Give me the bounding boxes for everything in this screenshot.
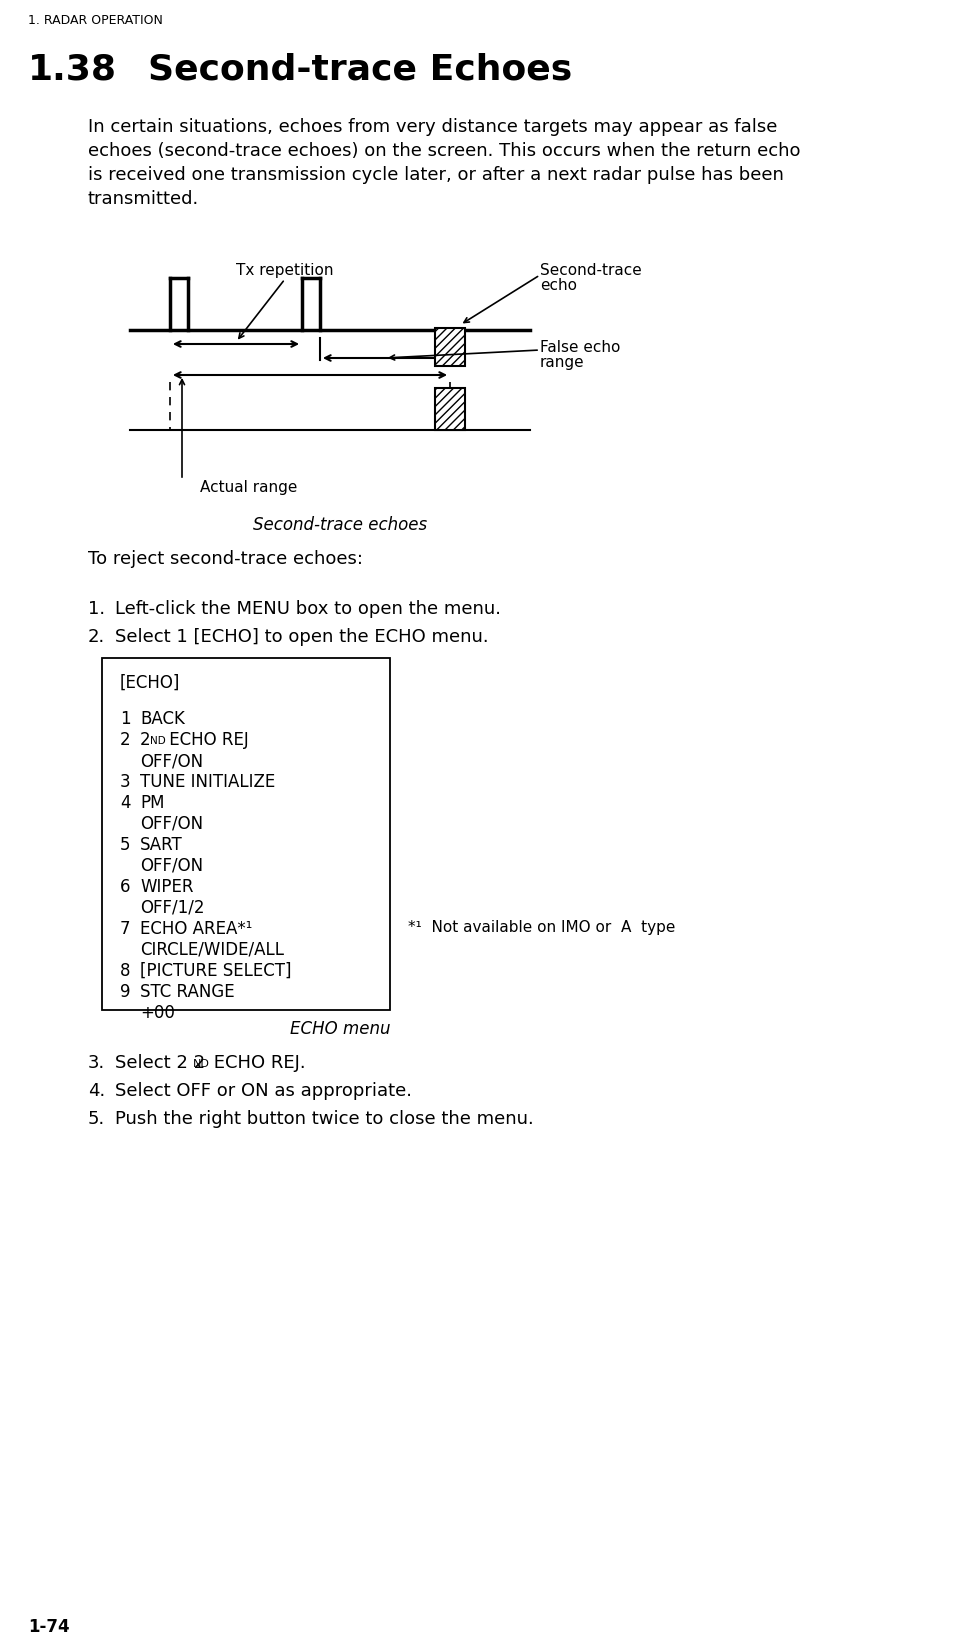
Text: Tx repetition: Tx repetition: [236, 263, 334, 277]
Text: 9: 9: [120, 982, 131, 1000]
Text: CIRCLE/WIDE/ALL: CIRCLE/WIDE/ALL: [140, 942, 284, 960]
Text: Actual range: Actual range: [200, 480, 297, 494]
Text: Push the right button twice to close the menu.: Push the right button twice to close the…: [115, 1110, 533, 1128]
Text: 1-74: 1-74: [28, 1617, 70, 1632]
Text: OFF/1/2: OFF/1/2: [140, 899, 205, 917]
Text: Second-trace echoes: Second-trace echoes: [253, 516, 427, 534]
Text: range: range: [540, 356, 585, 370]
Text: 5: 5: [120, 836, 131, 854]
Bar: [435, 328, 465, 366]
Text: Left-click the MENU box to open the menu.: Left-click the MENU box to open the menu…: [115, 601, 501, 619]
Text: 2: 2: [120, 731, 131, 749]
Text: ECHO AREA*¹: ECHO AREA*¹: [140, 920, 252, 938]
Text: 8: 8: [120, 961, 131, 979]
Text: *¹  Not available on IMO or  A  type: *¹ Not available on IMO or A type: [408, 920, 675, 935]
Text: BACK: BACK: [140, 710, 185, 728]
Text: ECHO REJ: ECHO REJ: [164, 731, 249, 749]
Text: ND: ND: [150, 736, 165, 746]
Text: +00: +00: [140, 1004, 175, 1022]
Text: is received one transmission cycle later, or after a next radar pulse has been: is received one transmission cycle later…: [88, 166, 784, 184]
Text: 2.: 2.: [88, 628, 105, 646]
Text: TUNE INITIALIZE: TUNE INITIALIZE: [140, 774, 275, 792]
Text: [ECHO]: [ECHO]: [120, 674, 181, 692]
Text: ND: ND: [193, 1059, 210, 1069]
Text: echo: echo: [540, 277, 577, 294]
Text: PM: PM: [140, 795, 164, 813]
Text: 6: 6: [120, 878, 131, 896]
Text: False echo: False echo: [540, 339, 620, 356]
Text: Select OFF or ON as appropriate.: Select OFF or ON as appropriate.: [115, 1082, 412, 1100]
Text: WIPER: WIPER: [140, 878, 193, 896]
Text: To reject second-trace echoes:: To reject second-trace echoes:: [88, 550, 363, 568]
Text: OFF/ON: OFF/ON: [140, 857, 203, 875]
Text: 1. RADAR OPERATION: 1. RADAR OPERATION: [28, 15, 163, 28]
Text: [PICTURE SELECT]: [PICTURE SELECT]: [140, 961, 292, 979]
Text: 1: 1: [120, 710, 131, 728]
Text: echoes (second-trace echoes) on the screen. This occurs when the return echo: echoes (second-trace echoes) on the scre…: [88, 142, 800, 160]
Text: 1.38: 1.38: [28, 52, 117, 86]
Text: ECHO menu: ECHO menu: [290, 1020, 390, 1038]
Bar: [102, 658, 390, 1010]
Text: In certain situations, echoes from very distance targets may appear as false: In certain situations, echoes from very …: [88, 118, 777, 135]
Text: 4.: 4.: [88, 1082, 105, 1100]
Text: 5.: 5.: [88, 1110, 105, 1128]
Text: 1.: 1.: [88, 601, 105, 619]
Text: 4: 4: [120, 795, 131, 813]
Text: ECHO REJ.: ECHO REJ.: [208, 1054, 306, 1072]
Text: 7: 7: [120, 920, 131, 938]
Text: SART: SART: [140, 836, 183, 854]
Bar: [435, 388, 465, 429]
Text: OFF/ON: OFF/ON: [140, 752, 203, 770]
Text: Second-trace: Second-trace: [540, 263, 641, 277]
Text: Second-trace Echoes: Second-trace Echoes: [148, 52, 573, 86]
Text: 3.: 3.: [88, 1054, 105, 1072]
Text: Select 1 [ECHO] to open the ECHO menu.: Select 1 [ECHO] to open the ECHO menu.: [115, 628, 489, 646]
Text: Select 2 2: Select 2 2: [115, 1054, 206, 1072]
Text: STC RANGE: STC RANGE: [140, 982, 234, 1000]
Text: OFF/ON: OFF/ON: [140, 814, 203, 832]
Text: 3: 3: [120, 774, 131, 792]
Text: 2: 2: [140, 731, 151, 749]
Text: transmitted.: transmitted.: [88, 189, 199, 207]
